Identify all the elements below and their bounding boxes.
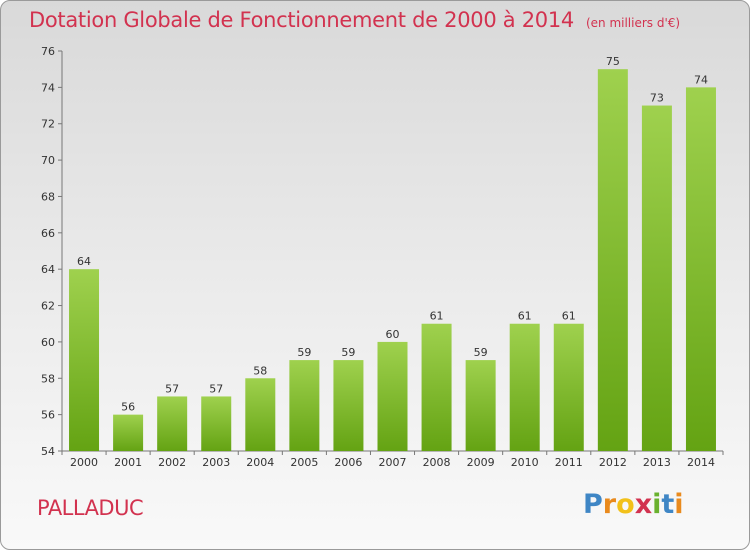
bar <box>201 396 232 451</box>
bar <box>333 360 364 451</box>
commune-name: PALLADUC <box>37 496 144 520</box>
bar <box>685 87 716 451</box>
bar <box>157 396 188 451</box>
bar <box>553 323 584 451</box>
bar-value-label: 58 <box>253 364 267 377</box>
y-tick-label: 74 <box>41 81 55 94</box>
x-tick-label: 2003 <box>202 456 230 469</box>
y-tick-label: 54 <box>41 445 55 458</box>
x-tick-label: 2013 <box>643 456 671 469</box>
x-tick-label: 2006 <box>334 456 362 469</box>
chart-bars: 64 56 57 57 58 59 59 60 61 59 61 61 75 73 74 <box>69 55 716 451</box>
x-tick-label: 2000 <box>70 456 98 469</box>
y-tick-label: 64 <box>41 263 55 276</box>
y-tick-label: 58 <box>41 372 55 385</box>
bar-value-label: 59 <box>474 346 488 359</box>
x-tick-label: 2009 <box>467 456 495 469</box>
y-tick-label: 70 <box>41 154 55 167</box>
chart-title-text: Dotation Globale de Fonctionnement de 20… <box>29 8 574 32</box>
y-tick-label: 68 <box>41 190 55 203</box>
x-tick-label: 2005 <box>290 456 318 469</box>
bar-value-label: 59 <box>297 346 311 359</box>
bar-value-label: 61 <box>562 310 576 323</box>
bar-value-label: 57 <box>165 382 179 395</box>
y-tick-label: 62 <box>41 300 55 313</box>
x-tick-label: 2001 <box>114 456 142 469</box>
bar <box>421 323 452 451</box>
x-tick-label: 2008 <box>423 456 451 469</box>
proxiti-logo: Proxiti <box>583 489 684 520</box>
bar <box>113 414 144 451</box>
bar-value-label: 73 <box>650 92 664 105</box>
y-tick-label: 60 <box>41 336 55 349</box>
chart-axes: 54 56 58 60 62 64 66 68 70 72 74 76 2000 2001 2002 2003… <box>41 45 724 469</box>
bar-value-label: 74 <box>694 73 708 86</box>
bar <box>465 360 496 451</box>
x-tick-label: 2004 <box>246 456 274 469</box>
bar-value-label: 61 <box>518 310 532 323</box>
x-tick-label: 2014 <box>687 456 715 469</box>
bar-value-label: 57 <box>209 382 223 395</box>
x-tick-label: 2011 <box>555 456 583 469</box>
bar <box>641 105 672 451</box>
bar-value-label: 64 <box>77 255 91 268</box>
x-tick-label: 2002 <box>158 456 186 469</box>
y-tick-label: 56 <box>41 409 55 422</box>
bar-value-label: 56 <box>121 401 135 414</box>
bar <box>509 323 540 451</box>
bar <box>289 360 320 451</box>
x-tick-label: 2007 <box>379 456 407 469</box>
chart-subtitle: (en milliers d'€) <box>585 16 681 30</box>
bar <box>69 269 100 451</box>
bar-value-label: 59 <box>341 346 355 359</box>
bar <box>597 69 628 451</box>
y-tick-label: 72 <box>41 118 55 131</box>
y-tick-label: 76 <box>41 45 55 58</box>
bar-value-label: 75 <box>606 55 620 68</box>
bar-value-label: 61 <box>430 310 444 323</box>
x-tick-label: 2010 <box>511 456 539 469</box>
chart-title: Dotation Globale de Fonctionnement de 20… <box>29 8 680 32</box>
x-tick-label: 2012 <box>599 456 627 469</box>
bar <box>377 341 408 451</box>
y-tick-label: 66 <box>41 227 55 240</box>
bar <box>245 378 276 451</box>
bar-value-label: 60 <box>386 328 400 341</box>
